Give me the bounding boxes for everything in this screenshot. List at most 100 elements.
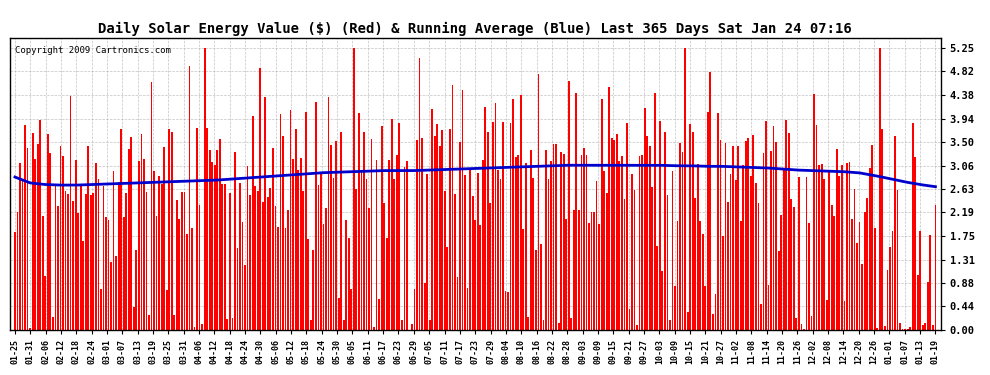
- Bar: [419, 58, 421, 330]
- Bar: [740, 221, 742, 330]
- Bar: [82, 241, 84, 330]
- Bar: [920, 231, 921, 330]
- Bar: [808, 223, 810, 330]
- Bar: [138, 161, 140, 330]
- Bar: [712, 314, 714, 330]
- Bar: [601, 99, 603, 330]
- Bar: [550, 161, 552, 330]
- Bar: [22, 181, 24, 330]
- Bar: [829, 171, 831, 330]
- Bar: [687, 312, 688, 330]
- Bar: [596, 181, 598, 330]
- Bar: [50, 153, 51, 330]
- Bar: [302, 191, 304, 330]
- Bar: [637, 325, 638, 330]
- Bar: [552, 144, 554, 330]
- Bar: [869, 168, 870, 330]
- Bar: [836, 150, 838, 330]
- Bar: [510, 123, 512, 330]
- Bar: [790, 200, 792, 330]
- Bar: [378, 298, 380, 330]
- Bar: [449, 129, 450, 330]
- Bar: [770, 151, 772, 330]
- Bar: [684, 48, 686, 330]
- Bar: [502, 122, 504, 330]
- Bar: [118, 182, 120, 330]
- Bar: [580, 155, 582, 330]
- Bar: [560, 152, 562, 330]
- Bar: [530, 150, 532, 330]
- Bar: [894, 136, 896, 330]
- Bar: [892, 231, 893, 330]
- Bar: [30, 328, 31, 330]
- Bar: [414, 289, 416, 330]
- Bar: [308, 239, 309, 330]
- Bar: [555, 144, 557, 330]
- Bar: [427, 174, 428, 330]
- Bar: [631, 174, 633, 330]
- Bar: [744, 141, 746, 330]
- Bar: [287, 210, 289, 330]
- Bar: [245, 264, 246, 330]
- Bar: [742, 165, 744, 330]
- Bar: [853, 189, 855, 330]
- Bar: [128, 149, 130, 330]
- Bar: [626, 123, 628, 330]
- Bar: [616, 134, 618, 330]
- Bar: [14, 232, 16, 330]
- Bar: [679, 143, 681, 330]
- Bar: [375, 160, 377, 330]
- Bar: [578, 210, 580, 330]
- Bar: [669, 320, 671, 330]
- Bar: [24, 125, 26, 330]
- Bar: [608, 87, 610, 330]
- Bar: [315, 102, 317, 330]
- Bar: [925, 323, 927, 330]
- Bar: [801, 324, 802, 330]
- Bar: [297, 170, 299, 330]
- Bar: [861, 264, 863, 330]
- Bar: [575, 93, 577, 330]
- Bar: [343, 320, 345, 330]
- Bar: [518, 155, 519, 330]
- Bar: [886, 270, 888, 330]
- Bar: [780, 215, 782, 330]
- Bar: [767, 285, 769, 330]
- Bar: [793, 207, 795, 330]
- Bar: [401, 320, 403, 330]
- Bar: [396, 155, 398, 330]
- Bar: [188, 66, 190, 330]
- Bar: [717, 113, 719, 330]
- Bar: [639, 156, 641, 330]
- Bar: [932, 325, 934, 330]
- Bar: [881, 129, 883, 330]
- Bar: [591, 211, 592, 330]
- Bar: [365, 179, 367, 330]
- Bar: [217, 150, 218, 330]
- Bar: [368, 208, 370, 330]
- Bar: [54, 185, 56, 330]
- Bar: [876, 328, 878, 330]
- Bar: [697, 164, 699, 330]
- Bar: [360, 170, 362, 330]
- Bar: [765, 121, 767, 330]
- Bar: [466, 288, 468, 330]
- Bar: [176, 201, 177, 330]
- Bar: [222, 184, 223, 330]
- Bar: [525, 164, 527, 330]
- Bar: [451, 84, 453, 330]
- Bar: [520, 96, 522, 330]
- Bar: [648, 146, 650, 330]
- Bar: [87, 146, 89, 330]
- Bar: [798, 177, 800, 330]
- Bar: [240, 183, 241, 330]
- Bar: [123, 217, 125, 330]
- Bar: [209, 150, 211, 330]
- Bar: [98, 180, 99, 330]
- Bar: [515, 156, 517, 330]
- Bar: [75, 160, 76, 330]
- Bar: [806, 177, 808, 330]
- Bar: [67, 194, 69, 330]
- Bar: [927, 282, 929, 330]
- Bar: [32, 133, 34, 330]
